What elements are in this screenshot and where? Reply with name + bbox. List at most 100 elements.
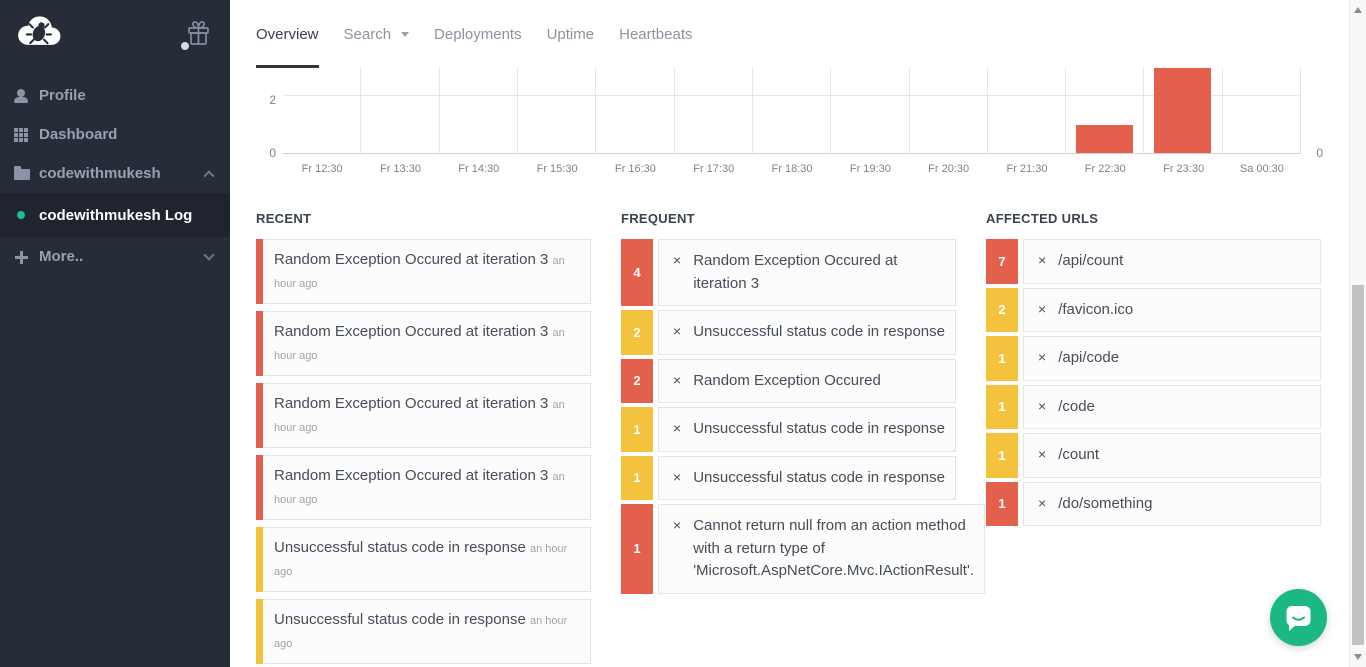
sidebar-item[interactable]: Profile [0, 76, 230, 115]
error-count-badge: 1 [621, 504, 653, 594]
recent-error-card[interactable]: Random Exception Occured at iteration 3 … [256, 239, 591, 304]
error-title: Random Exception Occured at iteration 3 [274, 251, 549, 268]
affected-url-row[interactable]: 1 × /api/code [986, 336, 1321, 381]
recent-error-card[interactable]: Random Exception Occured at iteration 3 … [256, 383, 591, 448]
url-count-badge: 1 [986, 336, 1018, 381]
errors-bar-chart: 2 0 0 Fr 12:30 Fr 13:30 Fr 14:30 Fr 15:30 Fr… [230, 68, 1349, 190]
affected-urls-list: 7 × /api/count 2 × /favicon.ico [986, 239, 1321, 526]
x-axis-label: Fr 15:30 [536, 163, 578, 175]
x-axis-label: Fr 22:30 [1084, 163, 1126, 175]
frequent-error-row[interactable]: 2 × Random Exception Occured [621, 358, 956, 403]
chart-bar[interactable] [1154, 68, 1211, 153]
url-count-badge: 7 [986, 239, 1018, 284]
nav-tab-label: Heartbeats [619, 25, 693, 43]
error-count-badge: 1 [621, 407, 653, 452]
x-axis-label: Fr 18:30 [771, 163, 813, 175]
sidebar-item-label: Dashboard [39, 126, 118, 143]
affected-url-row[interactable]: 7 × /api/count [986, 239, 1321, 284]
error-time: an hour ago [274, 399, 565, 434]
dismiss-icon[interactable]: × [1038, 252, 1047, 268]
severity-bar [256, 311, 263, 376]
severity-bar [256, 383, 263, 448]
chart-bin [1144, 68, 1223, 153]
url-text: /count [1058, 446, 1100, 463]
affected-url-row[interactable]: 1 × /do/something [986, 481, 1321, 526]
frequent-error-row[interactable]: 4 × Random Exception Occured at iteratio… [621, 239, 956, 306]
nav-tab[interactable]: Uptime [547, 0, 595, 68]
scroll-up-arrow-icon[interactable] [1354, 7, 1362, 13]
affected-url-row[interactable]: 1 × /count [986, 433, 1321, 478]
frequent-error-row[interactable]: 1 × Unsuccessful status code in response [621, 407, 956, 452]
frequent-error-row[interactable]: 1 × Cannot return null from an action me… [621, 504, 985, 594]
sidebar-item[interactable]: codewithmukesh [0, 154, 230, 193]
chart-bin [910, 68, 988, 153]
nav-tab[interactable]: Search [344, 0, 410, 68]
dismiss-icon[interactable]: × [1038, 446, 1047, 462]
elmah-io-logo-icon[interactable] [12, 12, 64, 55]
recent-error-card[interactable]: Random Exception Occured at iteration 3 … [256, 311, 591, 376]
nav-tab-label: Uptime [546, 25, 595, 43]
chart-bin [596, 68, 675, 153]
error-time: an hour ago [274, 471, 565, 506]
sidebar-item[interactable]: codewithmukesh Log [0, 193, 230, 237]
frequent-column: FREQUENT 4 × Random Exception Occured at… [621, 211, 985, 667]
url-text: /do/something [1058, 494, 1153, 512]
nav-tab[interactable]: Overview [256, 0, 319, 68]
severity-bar [256, 239, 263, 304]
dismiss-icon[interactable]: × [673, 468, 682, 485]
error-title: Unsuccessful status code in response [274, 539, 526, 556]
dismiss-icon[interactable]: × [673, 420, 682, 436]
error-title: Unsuccessful status code in response [274, 611, 526, 628]
x-axis-label: Fr 17:30 [693, 163, 735, 175]
nav-tab[interactable]: Heartbeats [619, 0, 692, 68]
dismiss-icon[interactable]: × [673, 371, 682, 388]
x-axis-label: Fr 23:30 [1163, 163, 1205, 175]
error-title: Random Exception Occured at iteration 3 [274, 467, 549, 484]
sidebar-item-icon [14, 211, 39, 219]
dismiss-icon[interactable]: × [1038, 397, 1047, 414]
recent-error-card[interactable]: Unsuccessful status code in response an … [256, 599, 591, 664]
error-title: Cannot return null from an action method… [693, 517, 974, 579]
chat-bubble-icon [1286, 605, 1311, 631]
dismiss-icon[interactable]: × [1038, 300, 1047, 317]
url-count-badge: 1 [986, 433, 1018, 478]
dismiss-icon[interactable]: × [673, 517, 682, 533]
dismiss-icon[interactable]: × [673, 252, 682, 268]
sidebar-item-label: Profile [39, 87, 86, 104]
y-axis-tick-right: 0 [1316, 146, 1323, 160]
chart-bar[interactable] [1076, 124, 1133, 153]
sidebar-item-icon [14, 127, 39, 142]
chart-plot-area [283, 68, 1302, 154]
nav-tab[interactable]: Deployments [434, 0, 522, 68]
dismiss-icon[interactable]: × [673, 323, 682, 339]
error-title: Unsuccessful status code in response [693, 323, 945, 340]
error-count-badge: 4 [621, 239, 653, 306]
intercom-chat-button[interactable] [1270, 589, 1327, 646]
affected-url-row[interactable]: 2 × /favicon.ico [986, 287, 1321, 332]
recent-heading: RECENT [256, 211, 312, 226]
error-time: an hour ago [274, 255, 565, 290]
dismiss-icon[interactable]: × [1038, 494, 1047, 511]
sidebar-item[interactable]: More.. [0, 237, 230, 276]
gift-icon[interactable] [181, 19, 212, 52]
scroll-down-arrow-icon[interactable] [1354, 654, 1362, 660]
x-axis-label: Sa 00:30 [1239, 163, 1284, 175]
scrollbar-thumb[interactable] [1352, 285, 1364, 645]
frequent-error-row[interactable]: 1 × Unsuccessful status code in response [621, 455, 956, 500]
frequent-heading: FREQUENT [621, 211, 695, 226]
error-time: an hour ago [274, 327, 565, 362]
chart-bin [675, 68, 753, 153]
frequent-error-row[interactable]: 2 × Unsuccessful status code in response [621, 310, 956, 355]
top-nav-tabs: Overview Search Deployments Uptime [230, 0, 1349, 68]
affected-url-row[interactable]: 1 × /code [986, 384, 1321, 429]
x-axis-label: Fr 12:30 [301, 163, 343, 175]
recent-error-card[interactable]: Unsuccessful status code in response an … [256, 527, 591, 592]
sidebar-item[interactable]: Dashboard [0, 115, 230, 154]
sidebar-item-icon [14, 88, 39, 103]
x-axis-label: Fr 20:30 [928, 163, 970, 175]
error-title: Random Exception Occured at iteration 3 [693, 252, 898, 292]
dismiss-icon[interactable]: × [1038, 349, 1047, 365]
error-count-badge: 2 [621, 358, 653, 403]
recent-error-card[interactable]: Random Exception Occured at iteration 3 … [256, 455, 591, 520]
vertical-scrollbar[interactable] [1349, 0, 1366, 667]
